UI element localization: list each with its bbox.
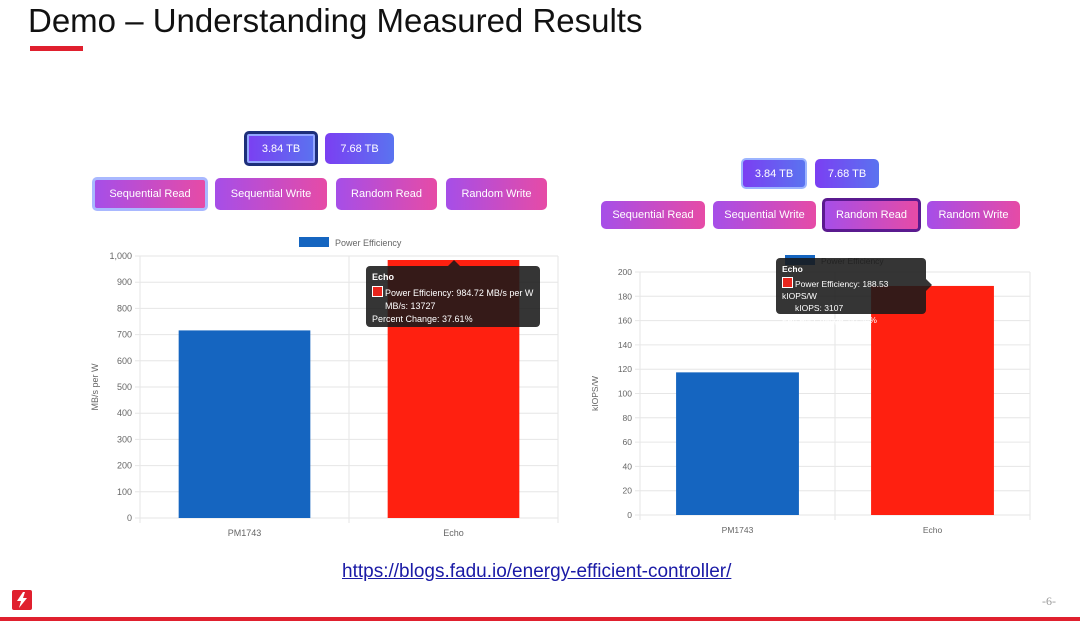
left-tooltip-line2: MB/s: 13727 [385, 301, 436, 311]
right-chart-ytick-label: 100 [618, 389, 632, 399]
left-chart-ytick-label: 600 [117, 356, 132, 366]
left-chart-ytick-label: 200 [117, 461, 132, 471]
right-chart-bar-echo [871, 285, 994, 515]
left-chart-legend-swatch [299, 237, 329, 247]
right-mode-button-random-read[interactable]: Random Read [822, 198, 921, 232]
tooltip-swatch-icon [782, 277, 793, 288]
right-tooltip-arrow [926, 279, 932, 291]
right-chart-ytick-label: 60 [623, 437, 633, 447]
left-tooltip-line3: Percent Change: 37.61% [372, 314, 473, 324]
right-chart-ytick-label: 0 [627, 510, 632, 520]
left-mode-button-sequential-read[interactable]: Sequential Read [92, 177, 208, 211]
left-chart-ytick-label: 0 [127, 513, 132, 523]
right-tooltip-line1: Power Efficiency: 188.53 kIOPS/W [782, 279, 889, 301]
right-size-button-7-68tb[interactable]: 7.68 TB [815, 159, 879, 188]
left-chart-ytick-label: 500 [117, 382, 132, 392]
left-chart-ylabel: MB/s per W [90, 363, 100, 411]
footer-line [0, 617, 1080, 621]
page-number: -6- [1042, 594, 1056, 608]
left-chart-ytick-label: 1,000 [109, 251, 132, 261]
left-mode-button-sequential-write[interactable]: Sequential Write [215, 178, 327, 210]
right-chart-tooltip: Echo Power Efficiency: 188.53 kIOPS/W kI… [776, 258, 926, 325]
title-underline [30, 46, 83, 51]
left-chart-legend-label: Power Efficiency [335, 238, 402, 248]
left-size-button-7-68tb[interactable]: 7.68 TB [325, 133, 394, 164]
slide-title: Demo – Understanding Measured Results [28, 2, 643, 39]
right-mode-button-random-write[interactable]: Random Write [927, 201, 1020, 229]
right-tooltip-line3: Percent Change: 60.54% [782, 315, 877, 325]
right-chart-xtick-label: PM1743 [722, 525, 754, 535]
left-tooltip-title: Echo [372, 272, 395, 282]
right-chart-ytick-label: 200 [618, 267, 632, 277]
right-chart: Power Efficiency200180160140120100806040… [590, 255, 1031, 535]
right-chart-ytick-label: 120 [618, 364, 632, 374]
left-size-button-3-84tb[interactable]: 3.84 TB [244, 131, 318, 166]
left-chart-ytick-label: 900 [117, 277, 132, 287]
right-tooltip-title: Echo [782, 264, 803, 274]
left-mode-button-random-write[interactable]: Random Write [446, 178, 547, 210]
left-chart-xtick-label: PM1743 [228, 528, 262, 538]
left-tooltip-line1: Power Efficiency: 984.72 MB/s per W [385, 288, 534, 298]
left-chart-ytick-label: 800 [117, 303, 132, 313]
right-chart-ytick-label: 80 [623, 413, 633, 423]
left-tooltip-arrow [448, 260, 460, 266]
right-chart-ytick-label: 20 [623, 486, 633, 496]
right-chart-bar-pm1743 [676, 372, 799, 515]
fadu-logo-icon [12, 590, 32, 610]
right-chart-ytick-label: 180 [618, 291, 632, 301]
blog-link[interactable]: https://blogs.fadu.io/energy-efficient-c… [342, 561, 732, 582]
right-chart-ytick-label: 40 [623, 461, 633, 471]
left-chart-tooltip: Echo Power Efficiency: 984.72 MB/s per W… [366, 266, 540, 327]
right-mode-button-sequential-read[interactable]: Sequential Read [601, 201, 705, 229]
right-chart-ylabel: kIOPS/W [590, 376, 600, 411]
left-chart-xtick-label: Echo [443, 528, 464, 538]
right-tooltip-line2: kIOPS: 3107 [795, 303, 844, 313]
tooltip-swatch-icon [372, 286, 383, 297]
left-chart-ytick-label: 700 [117, 330, 132, 340]
right-chart-ytick-label: 160 [618, 316, 632, 326]
right-size-button-3-84tb[interactable]: 3.84 TB [741, 158, 807, 189]
right-chart-ytick-label: 140 [618, 340, 632, 350]
left-chart-bar-pm1743 [178, 330, 311, 518]
right-mode-button-sequential-write[interactable]: Sequential Write [713, 201, 816, 229]
left-mode-button-random-read[interactable]: Random Read [336, 178, 437, 210]
right-chart-xtick-label: Echo [923, 525, 943, 535]
left-chart-ytick-label: 100 [117, 487, 132, 497]
left-chart-ytick-label: 300 [117, 434, 132, 444]
left-chart-ytick-label: 400 [117, 408, 132, 418]
